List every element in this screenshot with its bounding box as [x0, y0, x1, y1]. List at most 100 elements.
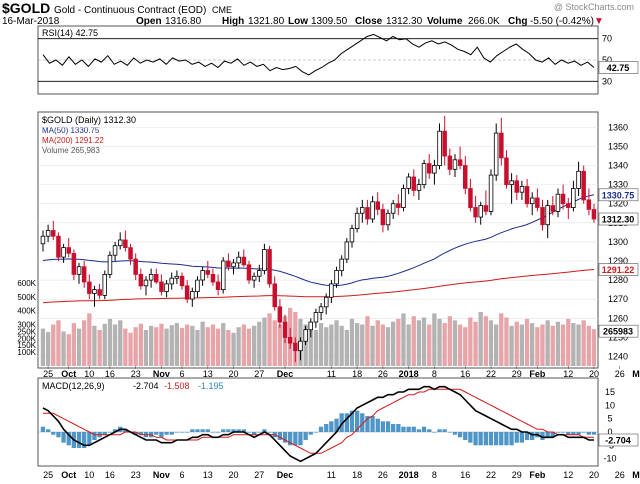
- close-label: Close: [355, 16, 383, 27]
- price-tick-label: 1300: [608, 237, 628, 247]
- macd-histogram-bar: [174, 432, 179, 433]
- volume-bar: [555, 321, 561, 366]
- ma50-flag-box: [598, 188, 639, 202]
- macd-histogram-bar: [463, 432, 468, 440]
- macd-histogram-bar: [401, 426, 406, 432]
- candle-body: [375, 201, 380, 210]
- candle-body: [251, 275, 257, 281]
- close-value: 1312.30: [386, 16, 423, 27]
- price-candle: [540, 199, 545, 231]
- volume-bar: [82, 320, 87, 366]
- candle-body: [380, 209, 386, 226]
- candle-body: [509, 180, 514, 186]
- price-tick-label: 1290: [608, 256, 628, 266]
- macd-x-label: Dec: [277, 470, 294, 480]
- high-label: High: [222, 16, 244, 27]
- macd-x-label: 6: [179, 470, 184, 480]
- macd-x-label: 20: [228, 470, 238, 480]
- candle-body: [576, 170, 581, 189]
- macd-histogram-bar: [509, 432, 514, 446]
- volume-bar: [143, 330, 149, 366]
- volume-tick-label: 200K: [17, 334, 36, 343]
- price-candle: [411, 169, 416, 197]
- rsi-flag: 42.75: [598, 61, 639, 74]
- volume-tick-label: 500K: [17, 293, 36, 302]
- macd-histogram-bar: [236, 429, 241, 432]
- ma200-flag: 1291.22: [598, 263, 639, 276]
- price-candle: [262, 243, 267, 275]
- macd-histogram-bar: [380, 421, 385, 432]
- price-candle: [421, 159, 427, 189]
- candle-body: [277, 306, 283, 323]
- volume-bar: [370, 325, 375, 366]
- price-candle: [545, 199, 550, 239]
- rsi-plot: [38, 33, 598, 82]
- candle-body: [359, 207, 365, 214]
- macd-flag-text: -2.704: [605, 436, 631, 446]
- candle-body: [462, 165, 468, 189]
- price-candle: [359, 199, 365, 223]
- candle-body: [308, 321, 313, 331]
- price-candle: [81, 261, 87, 288]
- price-candle: [246, 261, 252, 284]
- volume-bar: [308, 327, 313, 366]
- volume-tick-label: 150K: [17, 341, 36, 350]
- high-value: 1321.80: [248, 16, 285, 27]
- price-x-label: 23: [131, 369, 141, 379]
- price-candle: [468, 178, 473, 212]
- price-candle: [71, 249, 77, 281]
- volume-bar: [318, 323, 324, 366]
- volume-bar: [545, 320, 550, 366]
- price-tick-label: 1360: [608, 122, 628, 132]
- price-candle: [226, 253, 231, 271]
- macd-x-label: 22: [486, 470, 496, 480]
- volume-tick-label: 100K: [17, 348, 36, 357]
- candle-body: [514, 180, 520, 193]
- price-x-label: 2018: [399, 369, 419, 379]
- price-candle: [148, 268, 154, 288]
- candle-body: [390, 203, 396, 214]
- volume-bar: [313, 330, 319, 366]
- price-candle: [488, 169, 494, 216]
- volume-bar: [267, 313, 272, 366]
- price-candle: [184, 280, 190, 303]
- price-candle: [40, 230, 46, 252]
- volume-plot: [38, 127, 598, 366]
- volume-bar: [66, 334, 71, 366]
- price-x-label: 13: [203, 369, 213, 379]
- volume-bar: [488, 320, 494, 366]
- macd-tick-label: -10: [603, 454, 616, 464]
- macd-histogram-bar: [61, 432, 66, 443]
- candle-body: [61, 247, 66, 258]
- candle-body: [190, 291, 195, 300]
- candle-body: [118, 239, 123, 247]
- volume-bar: [257, 321, 262, 366]
- price-candle: [138, 268, 144, 290]
- macd-histogram-bar: [46, 429, 51, 432]
- macd-line: [42, 385, 594, 463]
- macd-histogram-bar: [51, 432, 56, 435]
- exchange-label: CME: [212, 5, 232, 15]
- volume-bar: [504, 317, 509, 366]
- candle-body: [591, 209, 597, 220]
- macd-histogram-bar: [102, 432, 107, 435]
- price-candle: [159, 274, 164, 296]
- open-value: 1316.80: [165, 16, 202, 27]
- volume-bar: [231, 332, 236, 366]
- macd-histogram-bar: [581, 432, 586, 433]
- volume-bar: [154, 327, 159, 366]
- price-candle: [143, 276, 149, 296]
- price-x-label: 20: [589, 369, 599, 379]
- price-x-label: 26: [378, 369, 388, 379]
- candle-body: [540, 207, 545, 226]
- price-candle: [323, 293, 329, 315]
- macd-histogram-bar: [571, 432, 576, 435]
- candle-body: [313, 312, 319, 323]
- candle-body: [220, 260, 226, 291]
- candle-body: [102, 273, 108, 296]
- price-x-label: Nov: [153, 369, 170, 379]
- price-candle: [267, 245, 272, 288]
- candle-body: [184, 285, 190, 300]
- volume-bar: [432, 313, 437, 366]
